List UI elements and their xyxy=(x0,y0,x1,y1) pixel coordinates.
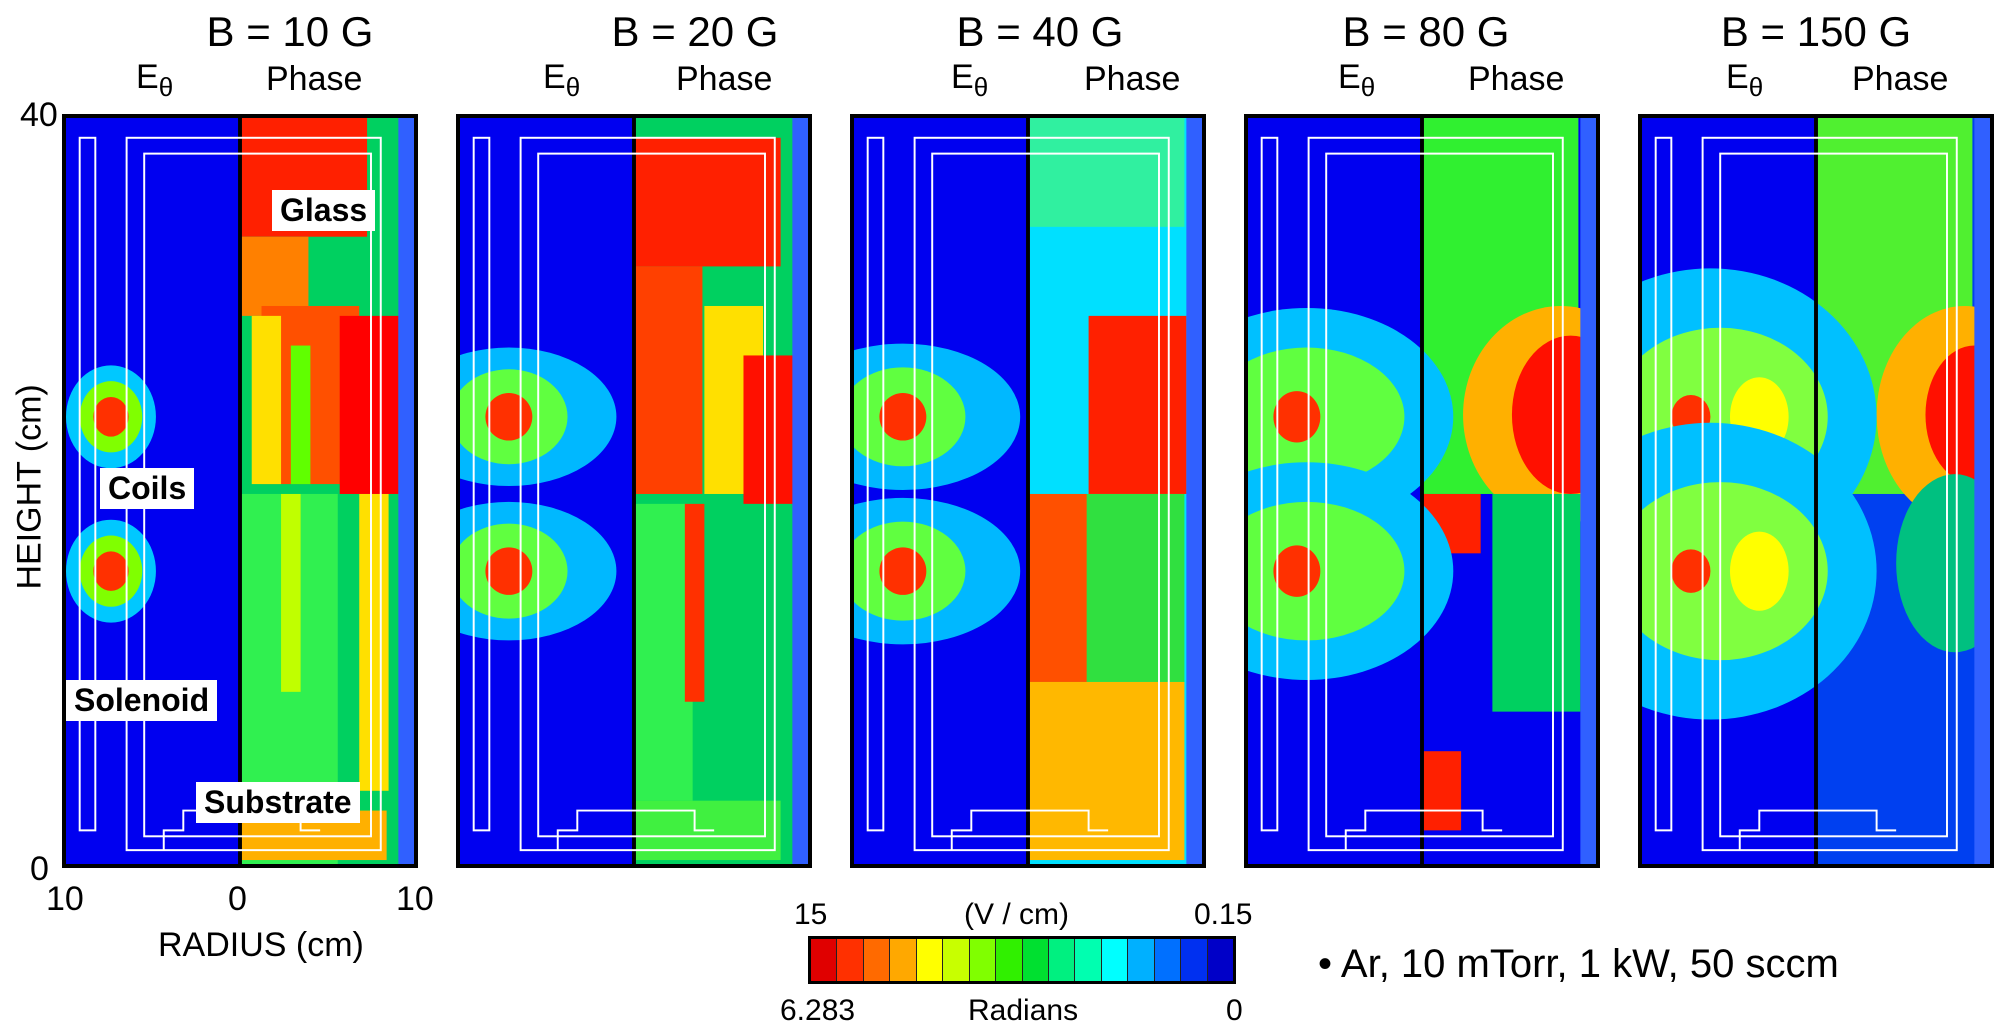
phase-label-3: Phase xyxy=(1084,60,1181,98)
x-tick-right-10: 10 xyxy=(396,880,434,918)
panel-title-150g: B = 150 G xyxy=(1720,8,1912,55)
colorbar-swatch xyxy=(1207,939,1233,981)
colorbar-swatch xyxy=(837,939,864,981)
field-panel-40g xyxy=(850,114,1206,868)
colorbar-swatch xyxy=(811,939,838,981)
colorbar xyxy=(808,936,1236,984)
y-axis-label: HEIGHT (cm) xyxy=(10,384,49,590)
colorbar-swatch xyxy=(1022,939,1049,981)
colorbar-swatch xyxy=(943,939,970,981)
colorbar-swatch xyxy=(969,939,997,981)
e-theta-label-5: Eθ xyxy=(1726,58,1764,102)
panel-title-20g: B = 20 G xyxy=(611,8,779,55)
e-theta-label-4: Eθ xyxy=(1338,58,1376,102)
phase-label-1: Phase xyxy=(266,60,363,98)
colorbar-swatch xyxy=(1154,939,1182,981)
colorbar-swatch xyxy=(863,939,891,981)
e-theta-label-1: Eθ xyxy=(136,58,174,102)
substrate-label: Substrate xyxy=(196,782,360,823)
coils-label: Coils xyxy=(100,468,195,509)
y-tick-40: 40 xyxy=(20,96,58,134)
colorbar-swatch xyxy=(996,939,1023,981)
colorbar-units-field: (V / cm) xyxy=(964,898,1069,931)
colorbar-swatch xyxy=(1101,939,1129,981)
field-map-80g xyxy=(1248,118,1596,864)
colorbar-swatch xyxy=(890,939,917,981)
colorbar-swatch xyxy=(1181,939,1208,981)
x-tick-left-10: 10 xyxy=(46,880,84,918)
phase-label-5: Phase xyxy=(1852,60,1949,98)
field-map-150g xyxy=(1642,118,1990,864)
e-theta-label-2: Eθ xyxy=(543,58,581,102)
colorbar-max-field: 15 xyxy=(794,898,828,931)
colorbar-max-phase: 6.283 xyxy=(780,994,856,1027)
phase-label-4: Phase xyxy=(1468,60,1565,98)
conditions-text: • Ar, 10 mTorr, 1 kW, 50 sccm xyxy=(1318,942,1839,986)
colorbar-min-phase: 0 xyxy=(1226,994,1243,1027)
field-panel-80g xyxy=(1244,114,1600,868)
panel-title-40g: B = 40 G xyxy=(956,8,1124,55)
e-theta-label-3: Eθ xyxy=(951,58,989,102)
colorbar-swatch xyxy=(916,939,944,981)
y-tick-0: 0 xyxy=(30,850,49,888)
field-panel-20g xyxy=(456,114,812,868)
phase-label-2: Phase xyxy=(676,60,773,98)
colorbar-swatch xyxy=(1128,939,1155,981)
field-map-10g xyxy=(66,118,414,864)
solenoid-label: Solenoid xyxy=(66,680,218,721)
glass-label: Glass xyxy=(272,190,376,231)
colorbar-swatch xyxy=(1075,939,1102,981)
panel-title-10g: B = 10 G xyxy=(206,8,374,55)
x-tick-0: 0 xyxy=(228,880,247,918)
panel-title-80g: B = 80 G xyxy=(1342,8,1510,55)
colorbar-swatch xyxy=(1048,939,1076,981)
field-map-40g xyxy=(854,118,1202,864)
colorbar-units-phase: Radians xyxy=(968,994,1079,1027)
colorbar-min-field: 0.15 xyxy=(1194,898,1253,931)
field-panel-150g xyxy=(1638,114,1994,868)
field-map-20g xyxy=(460,118,808,864)
x-axis-label: RADIUS (cm) xyxy=(158,926,364,964)
